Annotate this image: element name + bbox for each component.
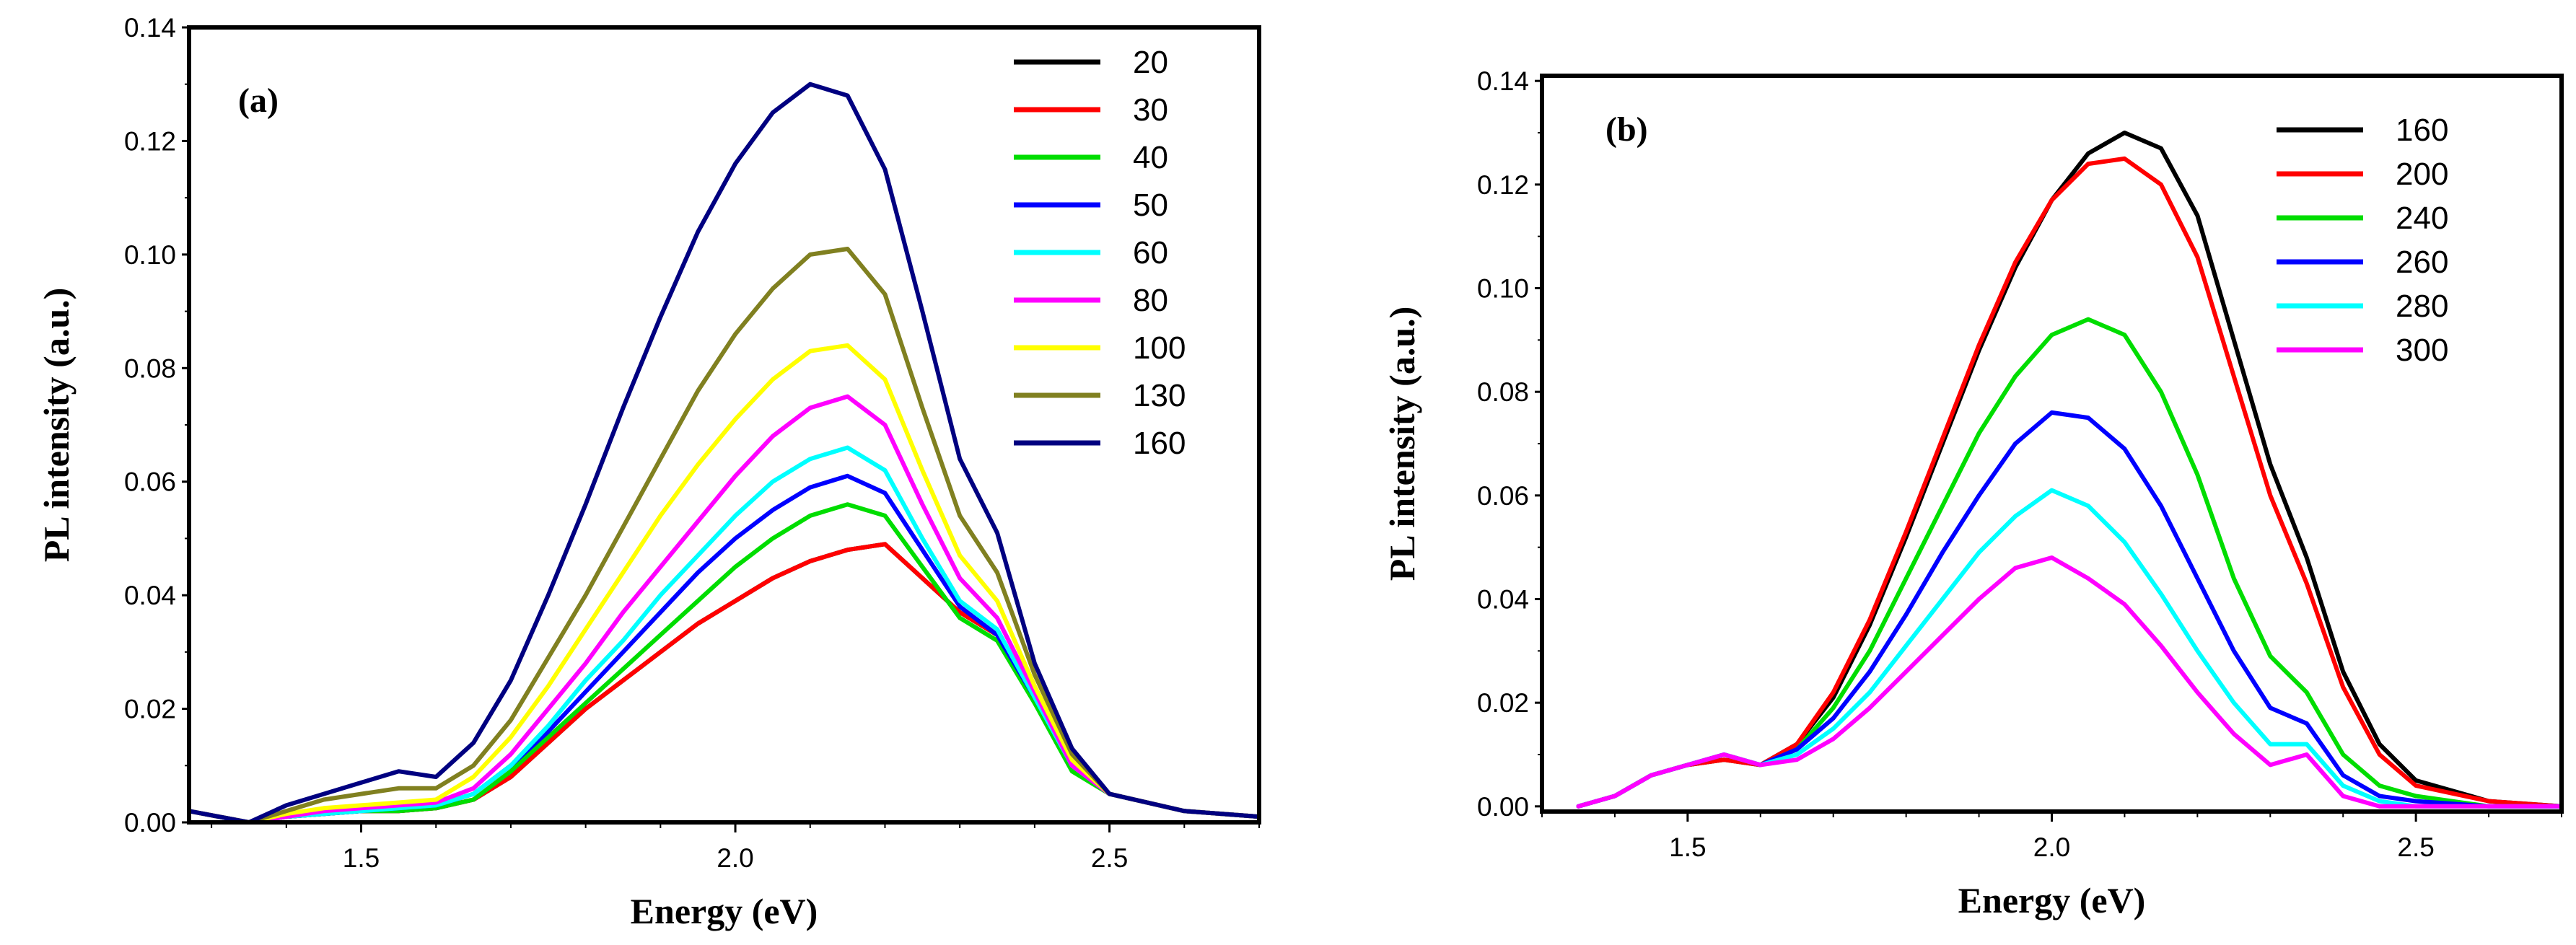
panel-b-y-tick-label: 0.14 xyxy=(1477,66,1529,96)
panel-b-legend-label-160: 160 xyxy=(2396,113,2448,148)
panel-a-series xyxy=(187,82,1261,825)
panel-a-y-tick-label: 0.04 xyxy=(124,581,176,610)
panel-a-y-tick-label: 0.14 xyxy=(124,13,176,43)
panel-a-y-tick-label: 0.10 xyxy=(124,240,176,270)
panel-b-y-axis-title: PL intensity (a.u.) xyxy=(1382,307,1422,581)
panel-b-legend-label-260: 260 xyxy=(2396,245,2448,280)
panel-a-x-tick-label: 2.0 xyxy=(717,843,753,873)
panel-b-series-200 xyxy=(1576,156,2564,809)
panel-a-legend-label-30: 30 xyxy=(1133,92,1168,128)
panel-a-y-tick-label: 0.00 xyxy=(124,808,176,838)
panel-b-y-tick-label: 0.10 xyxy=(1477,274,1529,304)
panel-a-x-axis-title: Energy (eV) xyxy=(631,891,818,931)
panel-a-legend-label-20: 20 xyxy=(1133,45,1168,80)
panel-a-y-axis-title: PL intensity (a.u.) xyxy=(36,288,76,563)
panel-a-series-80 xyxy=(187,394,1261,825)
panel-a: 0.00 0.02 0.04 0.06 0.08 0.10 0.12 0.14 1.5 2.0 2.… xyxy=(36,13,1261,931)
panel-b-y-tick-label: 0.04 xyxy=(1477,584,1529,614)
panel-b-legend-label-240: 240 xyxy=(2396,201,2448,236)
panel-b-y-tick-label: 0.06 xyxy=(1477,481,1529,511)
panel-b-x-tick-label: 1.5 xyxy=(1669,832,1706,862)
panel-a-series-100 xyxy=(187,343,1261,825)
panel-b-x-axis-title: Energy (eV) xyxy=(1958,880,2146,920)
panel-b-legend-label-300: 300 xyxy=(2396,333,2448,368)
panel-b-label: (b) xyxy=(1605,110,1648,149)
panel-a-series-130 xyxy=(187,247,1261,825)
panel-a-y-tick-label: 0.06 xyxy=(124,467,176,497)
panel-b-legend-label-200: 200 xyxy=(2396,157,2448,192)
panel-a-legend: 20 30 40 50 60 80 100 130 160 xyxy=(1014,45,1186,461)
panel-b-series-300 xyxy=(1576,555,2564,809)
panel-b-y-tick-label: 0.00 xyxy=(1477,792,1529,822)
panel-b-x-tick-label: 2.0 xyxy=(2033,832,2070,862)
panel-b-legend-label-280: 280 xyxy=(2396,289,2448,324)
panel-a-legend-label-40: 40 xyxy=(1133,140,1168,175)
panel-b-x-tick-label: 2.5 xyxy=(2397,832,2434,862)
panel-a-label: (a) xyxy=(238,82,279,120)
panel-a-legend-label-160: 160 xyxy=(1133,426,1186,461)
panel-b-y-tick-label: 0.12 xyxy=(1477,170,1529,200)
panel-b-frame xyxy=(1540,74,2564,814)
panel-b-series-260 xyxy=(1576,410,2564,809)
panel-a-ticks: 0.00 0.02 0.04 0.06 0.08 0.10 0.12 0.14 1.5 2.0 2.… xyxy=(124,13,1260,873)
panel-a-legend-label-60: 60 xyxy=(1133,235,1168,271)
panel-a-x-tick-label: 1.5 xyxy=(343,843,380,873)
panel-b-series xyxy=(1576,131,2564,809)
panel-a-legend-label-80: 80 xyxy=(1133,283,1168,318)
panel-a-series-40 xyxy=(187,502,1261,825)
panel-a-legend-label-100: 100 xyxy=(1133,330,1186,366)
panel-a-legend-label-130: 130 xyxy=(1133,378,1186,413)
panel-b-legend: 160 200 240 260 280 300 xyxy=(2277,113,2448,368)
panel-b: 0.00 0.02 0.04 0.06 0.08 0.10 0.12 0.14 1.5 2.0 2.… xyxy=(1382,66,2564,920)
panel-b-y-tick-label: 0.08 xyxy=(1477,377,1529,407)
panel-a-legend-label-50: 50 xyxy=(1133,188,1168,223)
panel-a-series-60 xyxy=(187,445,1261,825)
panel-a-y-tick-label: 0.08 xyxy=(124,353,176,383)
panel-a-y-tick-label: 0.12 xyxy=(124,126,176,156)
panel-a-x-tick-label: 2.5 xyxy=(1091,843,1128,873)
panel-a-frame xyxy=(187,25,1261,825)
panel-b-y-tick-label: 0.02 xyxy=(1477,688,1529,718)
panel-a-y-tick-label: 0.02 xyxy=(124,695,176,724)
panel-a-series-160 xyxy=(187,82,1261,825)
panel-b-series-240 xyxy=(1576,317,2564,809)
